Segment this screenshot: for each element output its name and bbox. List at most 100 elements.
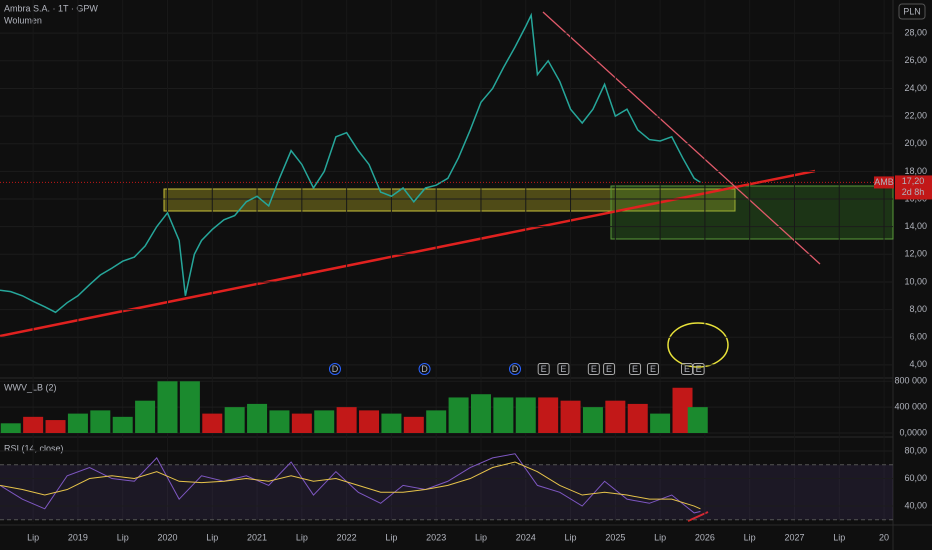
event-marker (680, 363, 693, 375)
bar (112, 416, 133, 433)
ticker: AMB (874, 177, 894, 187)
event-marker (418, 363, 431, 375)
y-tick-label: 24,00 (904, 83, 927, 93)
y-tick-label: 6,00 (909, 332, 927, 342)
bar (515, 397, 536, 433)
y-tick-label: 80,00 (904, 445, 927, 455)
y-tick-label: 8,00 (909, 304, 927, 314)
bar (582, 407, 603, 433)
x-tick-label: Lip (385, 532, 397, 542)
x-tick-label: Lip (565, 532, 577, 542)
y-tick-label: 14,00 (904, 221, 927, 231)
event-marker (557, 363, 570, 375)
x-tick-label: 20 (879, 532, 889, 542)
event-marker (328, 363, 341, 375)
y-tick-label: 22,00 (904, 110, 927, 120)
event-label: D (421, 364, 428, 374)
y-tick-label: 12,00 (904, 249, 927, 259)
line-series (0, 453, 701, 514)
bar (687, 407, 708, 433)
x-tick-label: 2022 (337, 532, 357, 542)
countdown: 2d 8h (902, 187, 925, 197)
event-label: D (332, 364, 339, 374)
x-tick-label: 2020 (157, 532, 177, 542)
bar (336, 407, 357, 433)
volume-label: Wolumen (4, 15, 42, 25)
event-marker (509, 363, 522, 375)
event-label: E (591, 364, 597, 374)
bar (90, 410, 111, 433)
y-tick-label: 400 000 (894, 402, 927, 412)
x-tick-label: 2025 (605, 532, 625, 542)
bar (627, 403, 648, 433)
event-marker (603, 363, 616, 375)
bar (135, 400, 156, 433)
x-tick-label: Lip (833, 532, 845, 542)
y-tick-label: 40,00 (904, 500, 927, 510)
x-tick-label: Lip (654, 532, 666, 542)
x-tick-label: 2027 (784, 532, 804, 542)
bar (359, 410, 380, 433)
event-label: E (684, 364, 690, 374)
y-tick-label: 26,00 (904, 55, 927, 65)
event-marker (692, 363, 705, 375)
y-tick-label: 20,00 (904, 138, 927, 148)
y-tick-label: 18,00 (904, 166, 927, 176)
support-zone (163, 188, 736, 212)
y-tick-label: 60,00 (904, 473, 927, 483)
bar (381, 413, 402, 433)
x-tick-label: Lip (27, 532, 39, 542)
x-tick-label: 2026 (695, 532, 715, 542)
ticker-tag (874, 176, 894, 189)
symbol-title: Ambra S.A. · 1T · GPW (4, 3, 98, 13)
currency[interactable]: PLN (903, 6, 921, 16)
bar (23, 416, 44, 433)
wwv-title: WWV_LB (2) (4, 382, 57, 392)
currency-button[interactable] (898, 3, 926, 20)
x-tick-label: Lip (117, 532, 129, 542)
x-tick-label: 2021 (247, 532, 267, 542)
x-tick-label: 2024 (516, 532, 536, 542)
event-marker (629, 363, 642, 375)
event-label: E (696, 364, 702, 374)
x-tick-label: Lip (296, 532, 308, 542)
event-label: E (632, 364, 638, 374)
bar (426, 410, 447, 433)
price-tag (895, 175, 932, 200)
bar (157, 381, 178, 433)
bar (247, 403, 268, 433)
bar (45, 420, 66, 433)
y-tick-label: 0,0000 (899, 427, 927, 437)
event-marker (587, 363, 600, 375)
y-tick-label: 4,00 (909, 359, 927, 369)
event-label: E (560, 364, 566, 374)
y-tick-label: 800 000 (894, 376, 927, 386)
bar (269, 410, 290, 433)
event-label: E (606, 364, 612, 374)
bar (538, 397, 559, 433)
bar (605, 400, 626, 433)
rsi-band (0, 464, 893, 520)
downtrend-line (542, 11, 821, 265)
x-tick-label: 2019 (68, 532, 88, 542)
bar (291, 413, 312, 433)
x-tick-label: Lip (206, 532, 218, 542)
bar (470, 394, 491, 433)
event-marker (537, 363, 550, 375)
y-tick-label: 10,00 (904, 276, 927, 286)
bar (672, 387, 693, 433)
bar (202, 413, 223, 433)
x-tick-label: 2023 (426, 532, 446, 542)
line-series (0, 461, 701, 510)
bar (179, 381, 200, 433)
uptrend-line (0, 169, 816, 338)
bar (493, 397, 514, 433)
y-tick-label: 28,00 (904, 28, 927, 38)
line-series (0, 12, 701, 314)
bar (560, 400, 581, 433)
event-marker (646, 363, 659, 375)
bar (224, 407, 245, 433)
last-price: 17,20 (902, 176, 925, 186)
rsi-title: RSI (14, close) (4, 443, 64, 453)
